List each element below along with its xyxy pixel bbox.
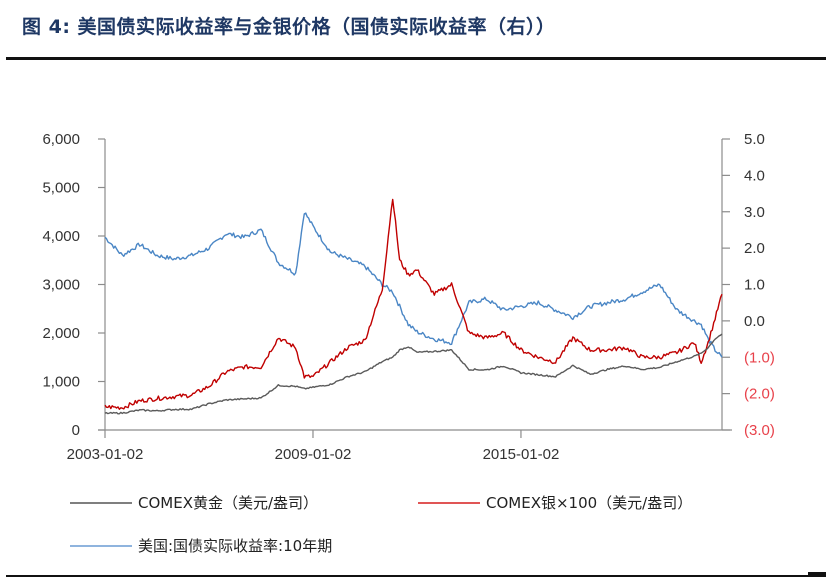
silver-price-line xyxy=(104,198,723,410)
real-yield-line xyxy=(104,212,723,358)
axes xyxy=(98,138,732,438)
right-tick-label: (3.0) xyxy=(744,422,775,439)
left-tick-label: 6,000 xyxy=(42,131,80,148)
gold-price-line xyxy=(104,333,723,415)
right-tick-label: 1.0 xyxy=(744,277,765,294)
left-tick-label: 0 xyxy=(72,422,80,439)
silver-swatch-icon xyxy=(418,501,480,504)
left-tick-label: 5,000 xyxy=(42,180,80,197)
figure-title: 图 4: 美国债实际收益率与金银价格（国债实际收益率（右）） xyxy=(22,16,556,38)
x-tick-label: 2009-01-02 xyxy=(275,446,352,463)
legend-item-real-yield: 美国:国债实际收益率:10年期 xyxy=(70,535,332,556)
legend-item-silver: COMEX银×100（美元/盎司） xyxy=(418,492,692,513)
right-tick-label: 3.0 xyxy=(744,204,765,221)
right-tick-label: 5.0 xyxy=(744,131,765,148)
right-tick-label: (1.0) xyxy=(744,349,775,366)
left-axis-labels: 0 1,000 2,000 3,000 4,000 5,000 6,000 xyxy=(42,131,80,439)
series-lines xyxy=(104,198,723,415)
left-tick-label: 4,000 xyxy=(42,228,80,245)
x-tick-label: 2003-01-02 xyxy=(67,446,144,463)
legend-label-real-yield: 美国:国债实际收益率:10年期 xyxy=(138,537,333,555)
right-tick-label: (2.0) xyxy=(744,386,775,403)
left-tick-label: 1,000 xyxy=(42,374,80,391)
right-tick-label: 4.0 xyxy=(744,167,765,184)
bottom-divider xyxy=(6,575,826,577)
x-axis-labels: 2003-01-02 2009-01-02 2015-01-02 xyxy=(67,446,560,463)
legend-label-silver: COMEX银×100（美元/盎司） xyxy=(486,494,693,512)
real-yield-swatch-icon xyxy=(70,544,132,547)
left-tick-label: 3,000 xyxy=(42,277,80,294)
top-divider xyxy=(6,57,826,60)
legend-label-gold: COMEX黄金（美元/盎司） xyxy=(138,494,319,512)
right-tick-label: 0.0 xyxy=(744,313,765,330)
legend-item-gold: COMEX黄金（美元/盎司） xyxy=(70,492,318,513)
bottom-divider-mark xyxy=(808,572,826,575)
left-tick-label: 2,000 xyxy=(42,325,80,342)
right-axis-labels: (3.0) (2.0) (1.0) 0.0 1.0 2.0 3.0 4.0 5.0 xyxy=(744,131,775,439)
right-tick-label: 2.0 xyxy=(744,240,765,257)
gold-swatch-icon xyxy=(70,501,132,504)
x-tick-label: 2015-01-02 xyxy=(483,446,560,463)
